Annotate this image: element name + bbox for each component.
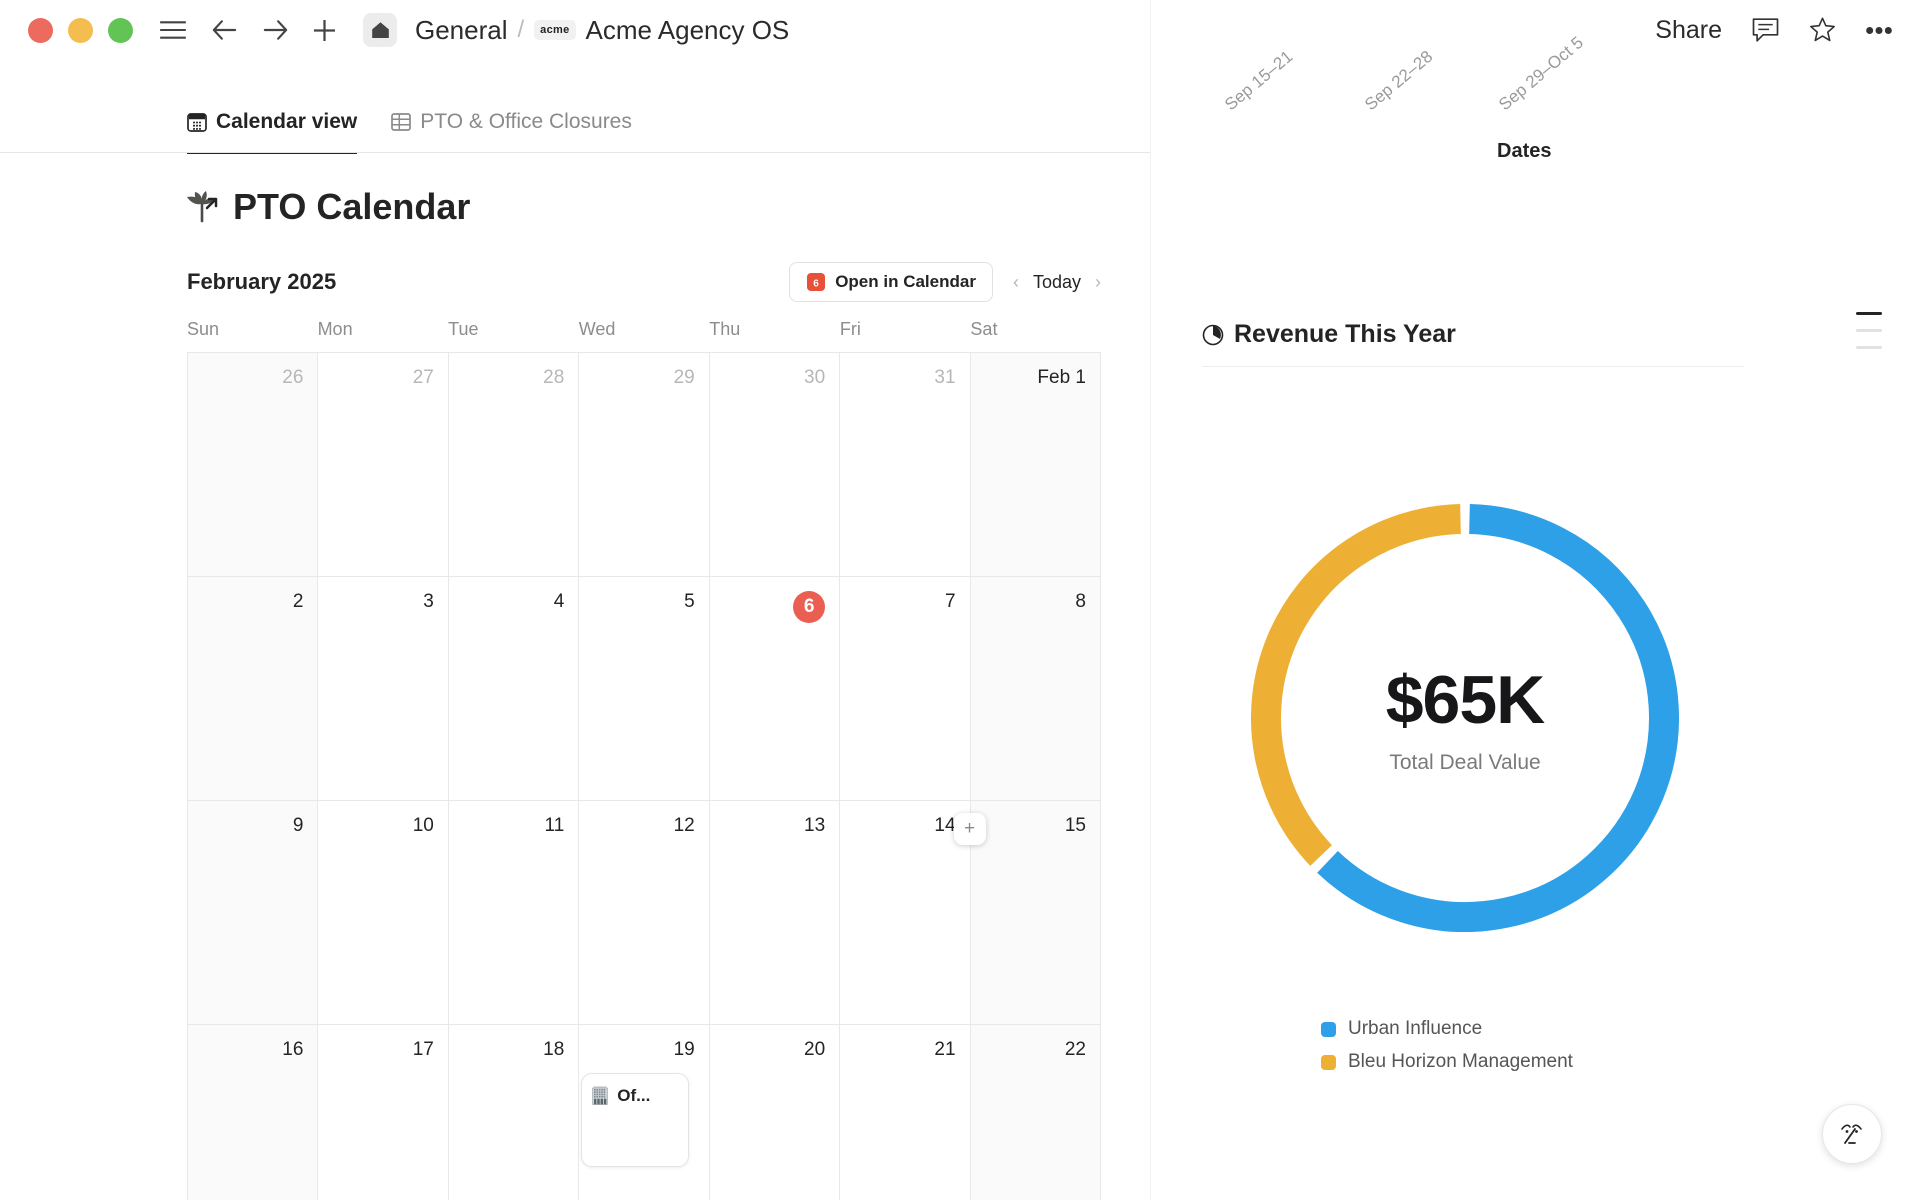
svg-text:6: 6 (813, 279, 819, 290)
